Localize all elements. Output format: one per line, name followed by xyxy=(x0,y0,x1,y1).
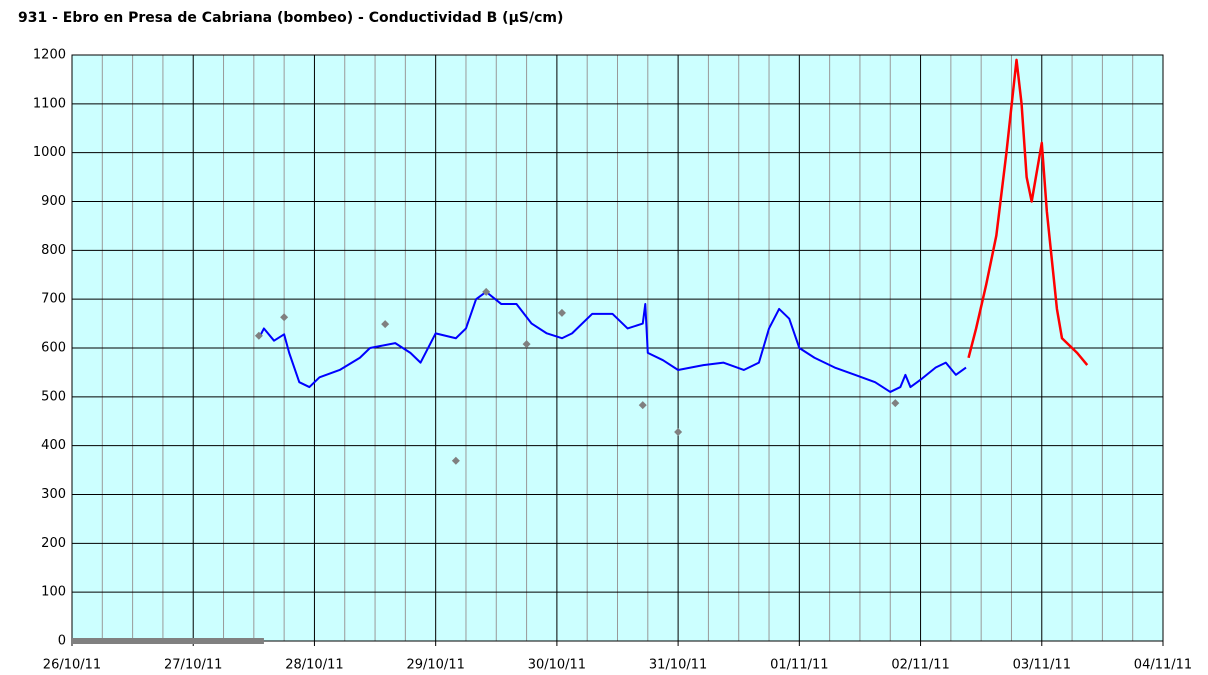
x-tick-label: 31/10/11 xyxy=(649,658,707,673)
y-tick-label: 1200 xyxy=(33,48,66,63)
scatter-point xyxy=(451,456,460,465)
scatter-point xyxy=(891,399,900,408)
y-tick-label: 300 xyxy=(41,487,66,502)
chart-title: 931 - Ebro en Presa de Cabriana (bombeo)… xyxy=(18,10,563,26)
y-tick-label: 100 xyxy=(41,585,66,600)
data-line xyxy=(967,58,1089,366)
x-tick-label: 03/11/11 xyxy=(1013,658,1071,673)
scatter-point xyxy=(482,287,491,296)
data-line xyxy=(257,290,967,393)
scatter-point xyxy=(381,320,390,329)
x-tick-label: 30/10/11 xyxy=(528,658,586,673)
scatter-point xyxy=(522,340,531,349)
scatter-point xyxy=(557,308,566,317)
scatter-point xyxy=(674,427,683,436)
y-tick-label: 500 xyxy=(41,389,66,404)
scatter-point xyxy=(254,331,263,340)
x-tick-label: 04/11/11 xyxy=(1134,658,1192,673)
y-tick-label: 1100 xyxy=(33,96,66,111)
y-tick-label: 400 xyxy=(41,438,66,453)
x-tick-label: 01/11/11 xyxy=(770,658,828,673)
y-tick-label: 600 xyxy=(41,341,66,356)
x-tick-label: 29/10/11 xyxy=(406,658,464,673)
x-tick-label: 28/10/11 xyxy=(285,658,343,673)
y-tick-label: 700 xyxy=(41,292,66,307)
y-tick-label: 1000 xyxy=(33,145,66,160)
x-tick-label: 02/11/11 xyxy=(891,658,949,673)
plot-border xyxy=(71,54,1164,642)
y-tick-label: 0 xyxy=(58,634,66,649)
scatter-point xyxy=(638,401,647,410)
x-tick-label: 27/10/11 xyxy=(164,658,222,673)
y-tick-label: 200 xyxy=(41,536,66,551)
scatter-point xyxy=(280,313,289,322)
y-tick-label: 900 xyxy=(41,194,66,209)
x-tick-label: 26/10/11 xyxy=(43,658,101,673)
y-tick-label: 800 xyxy=(41,243,66,258)
